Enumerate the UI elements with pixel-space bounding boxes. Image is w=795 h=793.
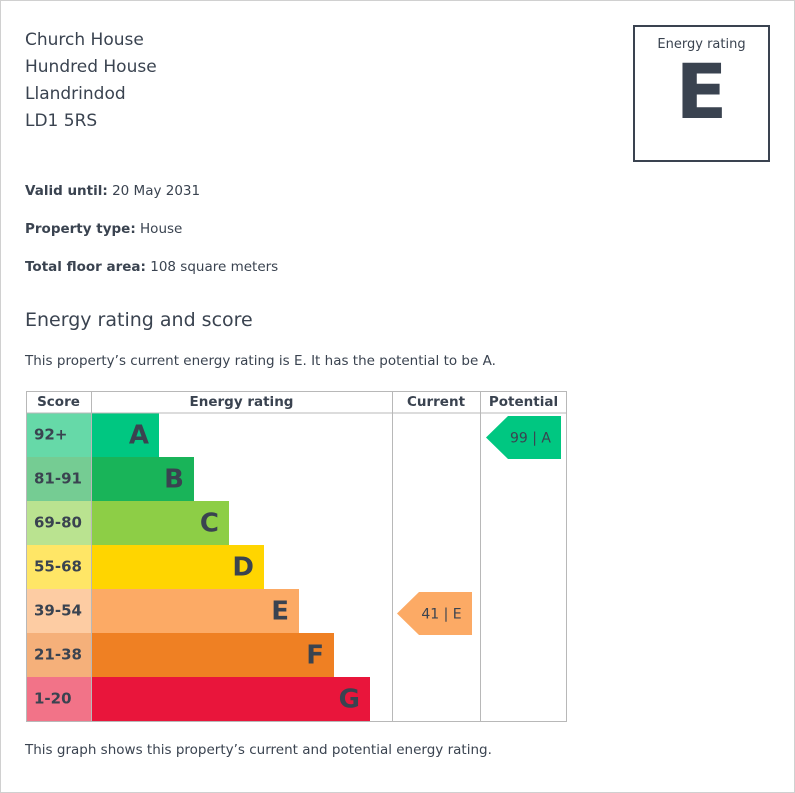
rating-box-value: E	[675, 47, 728, 136]
footer-note: This graph shows this property’s current…	[25, 742, 492, 758]
band-score: 1-20	[34, 690, 72, 708]
score-cell	[26, 677, 91, 721]
score-cell	[26, 501, 91, 545]
current-label: 41 | E	[421, 607, 461, 623]
score-cell	[26, 457, 91, 501]
band-letter: D	[232, 553, 254, 583]
score-cell	[26, 589, 91, 633]
score-cell	[26, 633, 91, 677]
header-cell: Score	[37, 394, 80, 410]
band-bar	[91, 633, 334, 677]
address-line: Church House	[25, 30, 144, 50]
band-letter: G	[339, 685, 360, 715]
detail-value: House	[140, 221, 183, 237]
detail: Property type: House	[25, 221, 182, 237]
band-bar	[91, 677, 370, 721]
band-letter: C	[200, 509, 219, 539]
address-line: Hundred House	[25, 57, 157, 77]
score-cell	[26, 545, 91, 589]
band-letter: A	[129, 421, 149, 451]
detail: Valid until: 20 May 2031	[25, 183, 200, 199]
detail-label: Property type:	[25, 221, 136, 237]
band-bar	[91, 589, 299, 633]
band-letter: F	[306, 641, 324, 671]
band-score: 39-54	[34, 602, 82, 620]
section-title: Energy rating and score	[25, 309, 253, 331]
band-bar	[91, 413, 159, 457]
address-line: LD1 5RS	[25, 111, 98, 131]
band-score: 55-68	[34, 558, 82, 576]
band-letter: E	[271, 597, 289, 627]
band-bar	[91, 501, 229, 545]
section-intro: This property’s current energy rating is…	[25, 353, 496, 369]
table-border	[26, 391, 567, 722]
potential-arrow	[486, 416, 561, 459]
header-cell: Potential	[489, 394, 558, 410]
detail-value: 108 square meters	[150, 259, 279, 275]
rating-table: Score Energy rating Current Potential 92+ A 81…	[26, 391, 567, 722]
header-cell: Current	[407, 394, 466, 410]
band-bar	[91, 545, 264, 589]
detail-value: 20 May 2031	[112, 183, 201, 199]
detail: Total floor area: 108 square meters	[25, 259, 278, 275]
header-cell: Energy rating	[190, 394, 294, 410]
band-letter: B	[164, 465, 184, 495]
detail-label: Total floor area:	[25, 259, 146, 275]
band-score: 21-38	[34, 646, 82, 664]
band-bar	[91, 457, 194, 501]
band-score: 81-91	[34, 470, 82, 488]
rating-box-label: Energy rating	[657, 37, 746, 52]
band-score: 69-80	[34, 514, 82, 532]
rating-box: Energy rating E	[633, 25, 770, 162]
address-line: Llandrindod	[25, 84, 126, 104]
score-cell	[26, 413, 91, 457]
band-score: 92+	[34, 426, 67, 444]
current-arrow	[397, 592, 472, 635]
detail-label: Valid until:	[25, 183, 108, 199]
potential-label: 99 | A	[510, 431, 551, 447]
